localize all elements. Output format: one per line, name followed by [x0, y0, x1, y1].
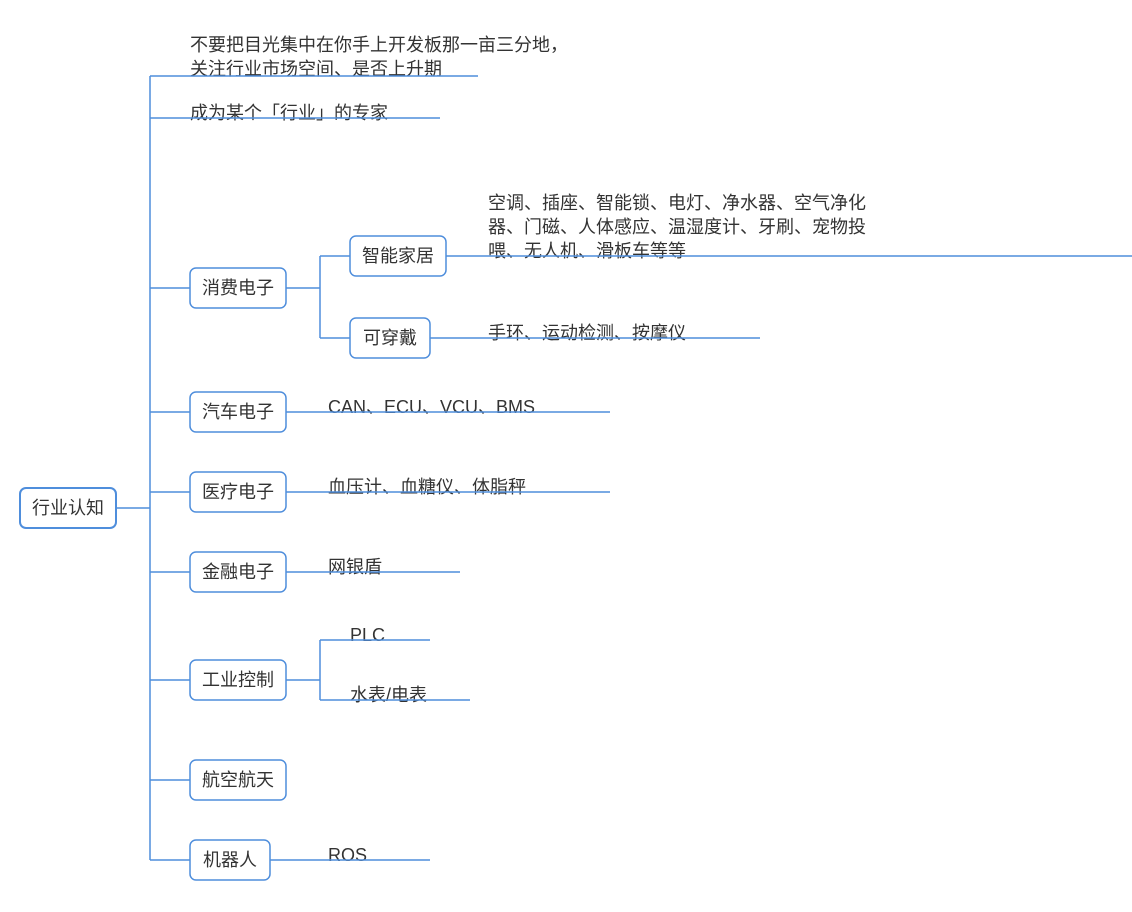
svg-text:可穿戴: 可穿戴 [363, 328, 417, 348]
leaf-PLC: PLC [342, 625, 430, 645]
svg-text:汽车电子: 汽车电子 [202, 402, 274, 422]
node-智能家居: 智能家居 [350, 236, 446, 276]
node-消费电子: 消费电子 [190, 268, 286, 308]
node-机器人: 机器人 [190, 840, 270, 880]
svg-text:器、门磁、人体感应、温湿度计、牙刷、宠物投: 器、门磁、人体感应、温湿度计、牙刷、宠物投 [488, 217, 866, 237]
svg-text:行业认知: 行业认知 [32, 498, 104, 518]
node-航空航天: 航空航天 [190, 760, 286, 800]
node-可穿戴: 可穿戴 [350, 318, 430, 358]
svg-text:血压计、血糖仪、体脂秤: 血压计、血糖仪、体脂秤 [328, 477, 526, 497]
svg-text:ROS: ROS [328, 845, 367, 865]
svg-text:工业控制: 工业控制 [202, 670, 274, 690]
node-工业控制: 工业控制 [190, 660, 286, 700]
node-金融电子: 金融电子 [190, 552, 286, 592]
leaf: 血压计、血糖仪、体脂秤 [320, 477, 610, 497]
mindmap-diagram: 行业认知 不要把目光集中在你手上开发板那一亩三分地，关注行业市场空间、是否上升期成… [0, 0, 1132, 912]
leaf: CAN、ECU、VCU、BMS [320, 397, 610, 417]
svg-text:水表/电表: 水表/电表 [350, 685, 427, 705]
svg-text:喂、无人机、滑板车等等: 喂、无人机、滑板车等等 [488, 241, 686, 261]
leaf: 手环、运动检测、按摩仪 [480, 323, 760, 343]
leaf-水表/电表: 水表/电表 [342, 685, 470, 705]
leaf: 空调、插座、智能锁、电灯、净水器、空气净化器、门磁、人体感应、温湿度计、牙刷、宠… [480, 193, 1132, 261]
svg-text:航空航天: 航空航天 [202, 770, 274, 790]
svg-text:网银盾: 网银盾 [328, 557, 382, 577]
leaf: 网银盾 [320, 557, 460, 577]
leaf-成为某个「行业」的专家: 成为某个「行业」的专家 [182, 103, 440, 123]
root-node: 行业认知 [20, 488, 116, 528]
svg-text:成为某个「行业」的专家: 成为某个「行业」的专家 [190, 103, 388, 123]
node-医疗电子: 医疗电子 [190, 472, 286, 512]
svg-text:不要把目光集中在你手上开发板那一亩三分地，: 不要把目光集中在你手上开发板那一亩三分地， [190, 35, 568, 55]
svg-text:智能家居: 智能家居 [362, 246, 434, 266]
svg-text:医疗电子: 医疗电子 [202, 482, 274, 502]
svg-text:CAN、ECU、VCU、BMS: CAN、ECU、VCU、BMS [328, 397, 535, 417]
svg-text:空调、插座、智能锁、电灯、净水器、空气净化: 空调、插座、智能锁、电灯、净水器、空气净化 [488, 193, 866, 213]
svg-text:机器人: 机器人 [203, 850, 257, 870]
node-汽车电子: 汽车电子 [190, 392, 286, 432]
leaf: ROS [320, 845, 430, 865]
svg-text:手环、运动检测、按摩仪: 手环、运动检测、按摩仪 [488, 323, 686, 343]
svg-text:PLC: PLC [350, 625, 385, 645]
note: 不要把目光集中在你手上开发板那一亩三分地，关注行业市场空间、是否上升期 [150, 35, 568, 79]
svg-text:金融电子: 金融电子 [202, 562, 274, 582]
svg-text:消费电子: 消费电子 [202, 278, 274, 298]
